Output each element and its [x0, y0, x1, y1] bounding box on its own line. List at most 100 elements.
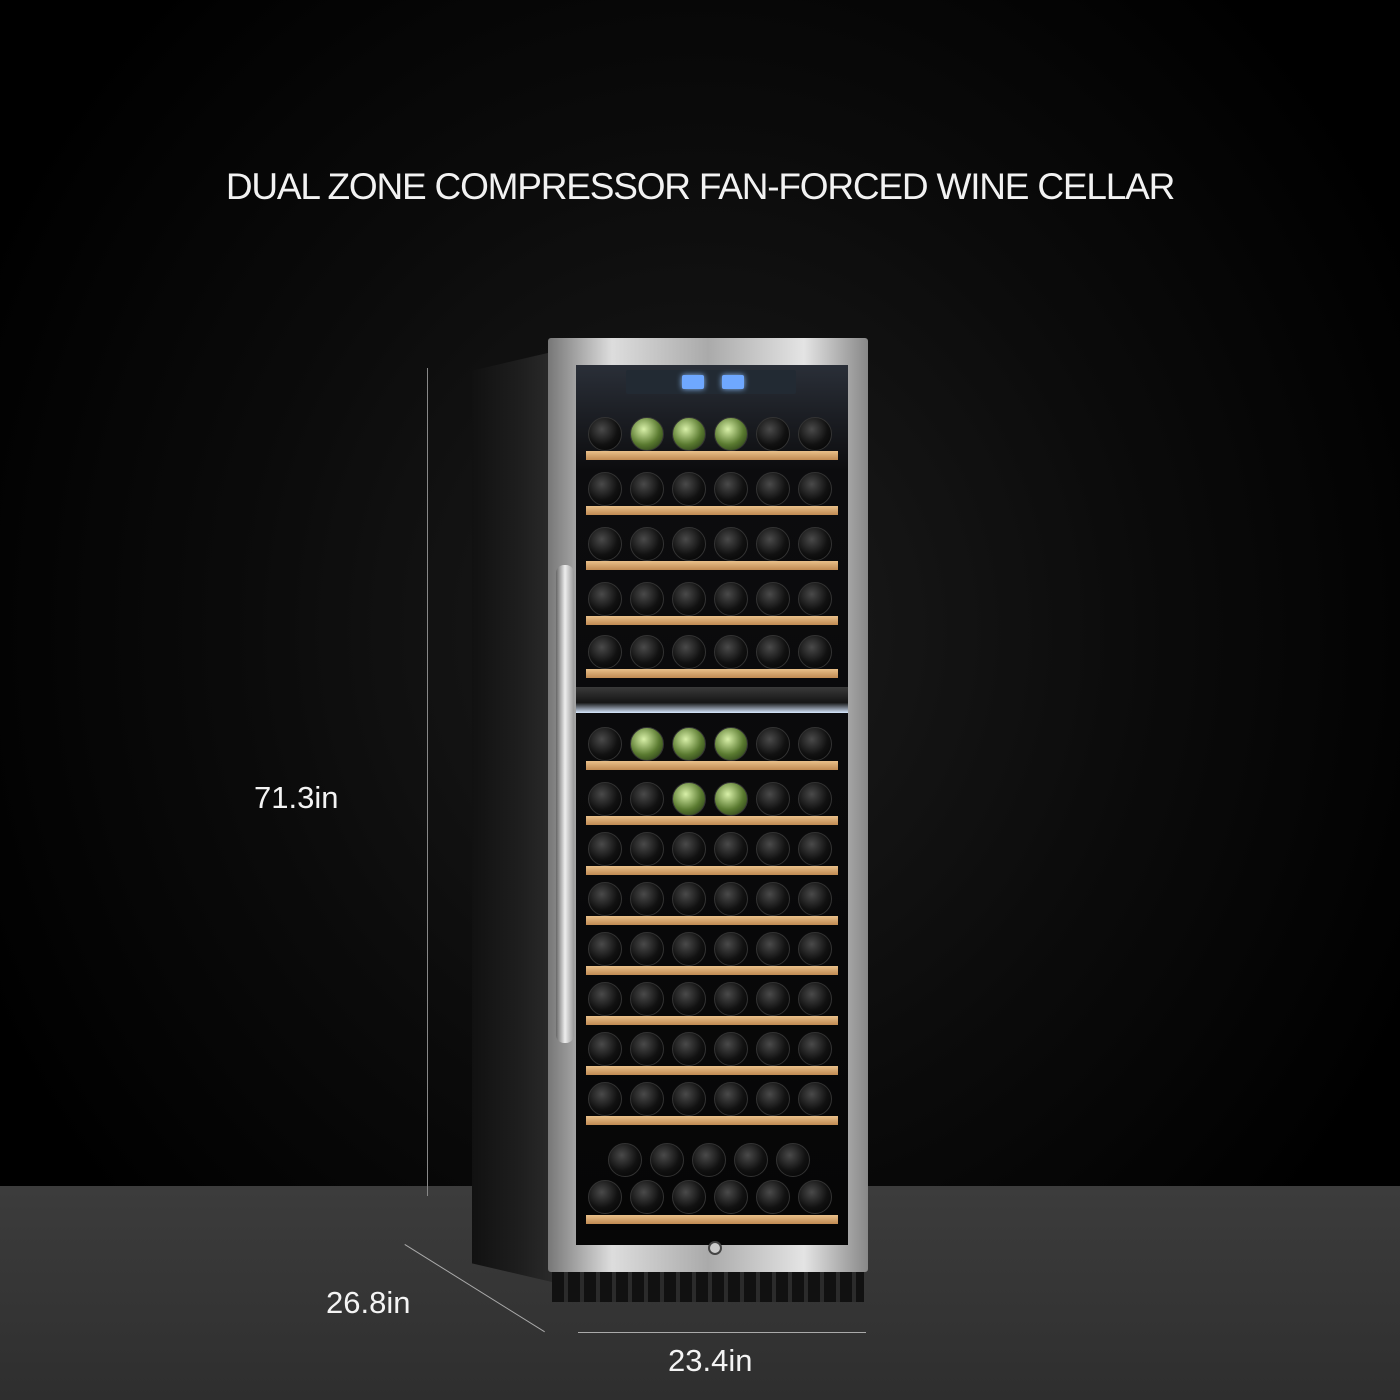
- wine-bottle: [714, 1032, 748, 1066]
- wine-bottle: [692, 1143, 726, 1177]
- wooden-shelf[interactable]: [586, 761, 838, 770]
- height-dimension-line: [427, 368, 428, 1196]
- wine-bottle: [630, 932, 664, 966]
- lock-icon[interactable]: [708, 1241, 722, 1255]
- wine-bottle: [756, 982, 790, 1016]
- wine-bottle: [588, 782, 622, 816]
- wine-bottle: [630, 832, 664, 866]
- wine-bottle: [798, 982, 832, 1016]
- wine-bottle: [734, 1143, 768, 1177]
- wooden-shelf[interactable]: [586, 451, 838, 460]
- wine-bottle: [588, 635, 622, 669]
- zone1-display: [682, 375, 704, 389]
- wooden-shelf[interactable]: [586, 1116, 838, 1125]
- wine-bottle: [630, 527, 664, 561]
- cabinet-side: [472, 352, 552, 1282]
- wine-bottle: [756, 527, 790, 561]
- wooden-shelf[interactable]: [586, 561, 838, 570]
- wine-bottle: [798, 1032, 832, 1066]
- wine-bottle: [714, 882, 748, 916]
- wine-bottle: [672, 982, 706, 1016]
- wine-bottle: [630, 1032, 664, 1066]
- wine-bottle: [756, 832, 790, 866]
- wine-bottle: [630, 982, 664, 1016]
- wine-bottle: [756, 727, 790, 761]
- wine-bottle: [798, 582, 832, 616]
- wine-bottle: [756, 1032, 790, 1066]
- wine-bottle: [588, 1180, 622, 1214]
- wine-bottle: [672, 782, 706, 816]
- page-title: DUAL ZONE COMPRESSOR FAN-FORCED WINE CEL…: [225, 166, 1175, 207]
- wine-bottle: [756, 882, 790, 916]
- wine-bottle: [798, 882, 832, 916]
- wine-bottle: [672, 832, 706, 866]
- wine-bottle: [714, 932, 748, 966]
- wine-bottle: [714, 832, 748, 866]
- wine-bottle: [588, 727, 622, 761]
- wine-bottle: [714, 472, 748, 506]
- wine-bottle: [650, 1143, 684, 1177]
- wine-bottle: [714, 1180, 748, 1214]
- wine-bottle: [588, 832, 622, 866]
- wooden-shelf[interactable]: [586, 916, 838, 925]
- wooden-shelf[interactable]: [586, 616, 838, 625]
- wine-bottle: [630, 727, 664, 761]
- wine-bottle: [714, 527, 748, 561]
- wine-bottle: [714, 727, 748, 761]
- wine-bottle: [756, 582, 790, 616]
- wooden-shelf[interactable]: [586, 1215, 838, 1224]
- wine-bottle: [756, 635, 790, 669]
- wine-bottle: [630, 1180, 664, 1214]
- wine-bottle: [714, 582, 748, 616]
- wine-bottle: [672, 1180, 706, 1214]
- wine-bottle: [798, 527, 832, 561]
- wine-bottle: [714, 1082, 748, 1116]
- wine-bottle: [672, 1032, 706, 1066]
- wooden-shelf[interactable]: [586, 866, 838, 875]
- wine-bottle: [798, 635, 832, 669]
- wine-bottle: [714, 417, 748, 451]
- wine-bottle: [630, 882, 664, 916]
- wine-bottle: [798, 1082, 832, 1116]
- wine-bottle: [798, 832, 832, 866]
- wine-bottle: [672, 635, 706, 669]
- zone-divider: [576, 687, 848, 713]
- wine-bottle: [588, 882, 622, 916]
- wine-bottle: [630, 782, 664, 816]
- wooden-shelf[interactable]: [586, 1066, 838, 1075]
- wine-bottle: [588, 527, 622, 561]
- wine-bottle: [672, 882, 706, 916]
- wine-bottle: [672, 727, 706, 761]
- wine-bottle: [756, 1082, 790, 1116]
- wine-bottle: [672, 582, 706, 616]
- wine-bottle: [630, 582, 664, 616]
- wooden-shelf[interactable]: [586, 1016, 838, 1025]
- control-panel[interactable]: [626, 370, 796, 394]
- wine-bottle: [714, 782, 748, 816]
- zone2-display: [722, 375, 744, 389]
- wine-bottle: [588, 982, 622, 1016]
- wine-bottle: [714, 635, 748, 669]
- wine-bottle: [714, 982, 748, 1016]
- wine-bottle: [588, 582, 622, 616]
- door-handle[interactable]: [556, 565, 574, 1043]
- width-label: 23.4in: [668, 1343, 753, 1378]
- wine-bottle: [672, 472, 706, 506]
- wine-bottle: [798, 727, 832, 761]
- width-dimension-line: [578, 1332, 866, 1333]
- wine-bottle: [798, 932, 832, 966]
- wine-bottle: [776, 1143, 810, 1177]
- glass-door: [576, 365, 848, 1245]
- wine-bottle: [588, 932, 622, 966]
- wooden-shelf[interactable]: [586, 506, 838, 515]
- wooden-shelf[interactable]: [586, 966, 838, 975]
- wine-bottle: [672, 527, 706, 561]
- wine-bottle: [756, 932, 790, 966]
- wooden-shelf[interactable]: [586, 816, 838, 825]
- wine-bottle: [798, 472, 832, 506]
- wooden-shelf[interactable]: [586, 669, 838, 678]
- wine-bottle: [798, 417, 832, 451]
- wine-bottle: [630, 417, 664, 451]
- wine-bottle: [756, 472, 790, 506]
- wine-bottle: [672, 417, 706, 451]
